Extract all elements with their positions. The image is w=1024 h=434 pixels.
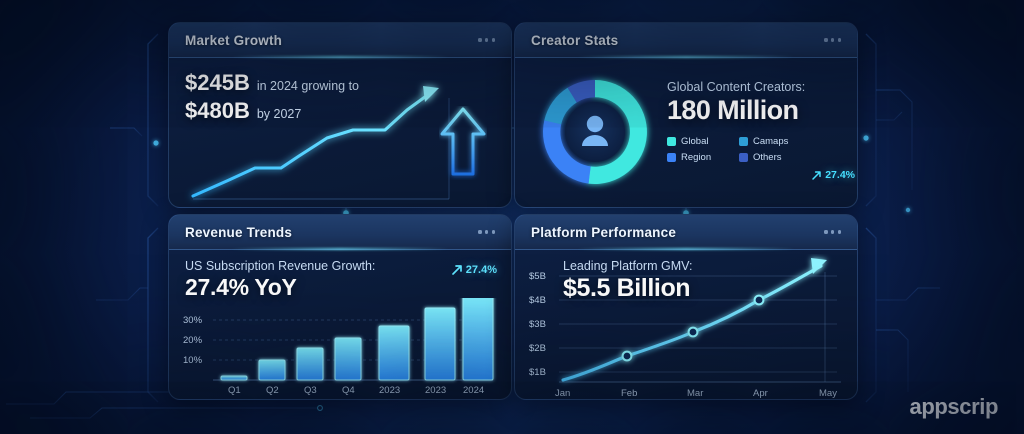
panel-header-market-growth: Market Growth [169, 23, 511, 58]
market-growth-chart: 2024 2027 [191, 86, 450, 208]
more-options-icon[interactable] [824, 38, 841, 42]
legend-swatch-camaps [739, 137, 748, 146]
legend-swatch-others [739, 153, 748, 162]
panel-body-market-growth: 2024 2027 $245B in 2024 growing to $480B… [169, 58, 511, 208]
revenue-trends-bars: 30% 20% 10% Q1 Q2 Q3 Q4 [183, 298, 494, 396]
revenue-trends-badge-value: 27.4% [465, 264, 497, 276]
panel-platform-performance[interactable]: Platform Performance [514, 214, 858, 400]
data-point-mar [687, 326, 699, 338]
creator-stats-value: 180 Million [667, 95, 799, 125]
creator-stats-trend-value: 27.4% [825, 169, 855, 181]
revenue-trends-badge: 27.4% [451, 264, 497, 276]
platform-performance-line: $5B $4B $3B $2B $1B Jan Feb Mar Apr M [529, 258, 841, 399]
revenue-xtick-2023a: 2023 [379, 385, 400, 396]
panel-market-growth[interactable]: Market Growth 2024 2027 [168, 22, 512, 208]
panel-creator-stats[interactable]: Creator Stats [514, 22, 858, 208]
brand-logo: appscrip [909, 394, 999, 419]
panel-header-revenue-trends: Revenue Trends [169, 215, 511, 250]
legend-item-camaps[interactable]: Camaps [739, 136, 811, 147]
platform-xtick-may: May [819, 388, 837, 399]
market-growth-amount-2024: $245B [185, 70, 250, 95]
data-point-apr [753, 294, 765, 306]
platform-performance-value: $5.5 Billion [563, 274, 691, 302]
platform-ytick-1b: $1B [529, 367, 546, 378]
platform-performance-summary: Leading Platform GMV: $5.5 Billion [563, 259, 692, 303]
platform-ytick-4b: $4B [529, 295, 546, 306]
legend-label-region: Region [681, 152, 712, 163]
bar-q1 [220, 375, 248, 381]
revenue-xtick-q2: Q2 [266, 385, 279, 396]
platform-ytick-2b: $2B [529, 343, 546, 354]
market-growth-caption-2024: in 2024 growing to [256, 79, 359, 93]
platform-xtick-feb: Feb [621, 388, 637, 399]
revenue-ytick-10: 10% [183, 355, 203, 366]
panel-title-creator-stats: Creator Stats [531, 32, 619, 48]
legend-swatch-region [667, 153, 676, 162]
bar-q3 [296, 347, 324, 381]
creator-stats-legend: Global Camaps Region Others [667, 136, 805, 163]
platform-xtick-apr: Apr [753, 388, 768, 399]
revenue-xtick-q1: Q1 [228, 385, 241, 396]
market-growth-summary: $245B in 2024 growing to $480B by 2027 [185, 70, 435, 124]
panel-title-platform-performance: Platform Performance [531, 224, 677, 240]
revenue-ytick-20: 20% [183, 335, 203, 346]
revenue-trends-kicker: US Subscription Revenue Growth: [185, 259, 376, 273]
legend-swatch-global [667, 137, 676, 146]
arrow-up-right-icon [812, 170, 821, 180]
arrow-up-right-icon [451, 265, 462, 275]
platform-ytick-5b: $5B [529, 271, 546, 282]
panel-header-platform-performance: Platform Performance [515, 215, 857, 250]
legend-label-camaps: Camaps [753, 136, 789, 147]
bar-q4 [334, 337, 362, 381]
platform-xtick-jan: Jan [555, 388, 570, 399]
panel-title-revenue-trends: Revenue Trends [185, 224, 293, 240]
bar-2024 [462, 298, 494, 381]
panel-header-creator-stats: Creator Stats [515, 23, 857, 58]
revenue-trends-summary: US Subscription Revenue Growth: 27.4% Yo… [185, 259, 375, 301]
panel-body-platform-performance: $5B $4B $3B $2B $1B Jan Feb Mar Apr M [515, 250, 857, 399]
legend-item-global[interactable]: Global [667, 136, 733, 147]
creator-stats-summary: Global Content Creators: 180 Million Glo… [667, 80, 853, 163]
platform-xtick-mar: Mar [687, 388, 703, 399]
panel-body-creator-stats: Global Content Creators: 180 Million Glo… [515, 58, 857, 207]
revenue-xtick-2024: 2024 [463, 385, 484, 396]
panel-body-revenue-trends: US Subscription Revenue Growth: 27.4% Yo… [169, 250, 511, 399]
bar-2023a [378, 325, 410, 381]
revenue-xtick-q3: Q3 [304, 385, 317, 396]
legend-label-global: Global [681, 136, 709, 147]
legend-item-region[interactable]: Region [667, 152, 733, 163]
bar-2023b [424, 307, 456, 381]
market-growth-x-start: 2024 [193, 206, 214, 208]
bar-q2 [258, 359, 286, 381]
legend-item-others[interactable]: Others [739, 152, 811, 163]
platform-performance-kicker: Leading Platform GMV: [563, 259, 693, 273]
creator-stats-trend-badge: 27.4% [811, 169, 855, 181]
data-point-feb [621, 350, 633, 362]
user-icon [582, 115, 608, 146]
revenue-xtick-2023b: 2023 [425, 385, 446, 396]
arrow-up-icon [440, 107, 486, 176]
dashboard-grid: Market Growth 2024 2027 [168, 22, 858, 400]
revenue-xtick-q4: Q4 [342, 385, 355, 396]
market-growth-caption-2027: by 2027 [256, 107, 302, 121]
panel-revenue-trends[interactable]: Revenue Trends US Subscription Revenue G… [168, 214, 512, 400]
more-options-icon[interactable] [478, 38, 495, 42]
revenue-trends-value: 27.4% YoY [185, 274, 297, 300]
more-options-icon[interactable] [478, 230, 495, 234]
market-growth-amount-2027: $480B [185, 98, 250, 123]
creator-stats-donut [542, 80, 647, 184]
more-options-icon[interactable] [824, 230, 841, 234]
legend-label-others: Others [753, 152, 782, 163]
revenue-ytick-30: 30% [183, 315, 203, 326]
platform-ytick-3b: $3B [529, 319, 546, 330]
creator-stats-kicker: Global Content Creators: [667, 80, 806, 94]
panel-title-market-growth: Market Growth [185, 32, 283, 48]
market-growth-x-end: 2027 [425, 206, 446, 208]
